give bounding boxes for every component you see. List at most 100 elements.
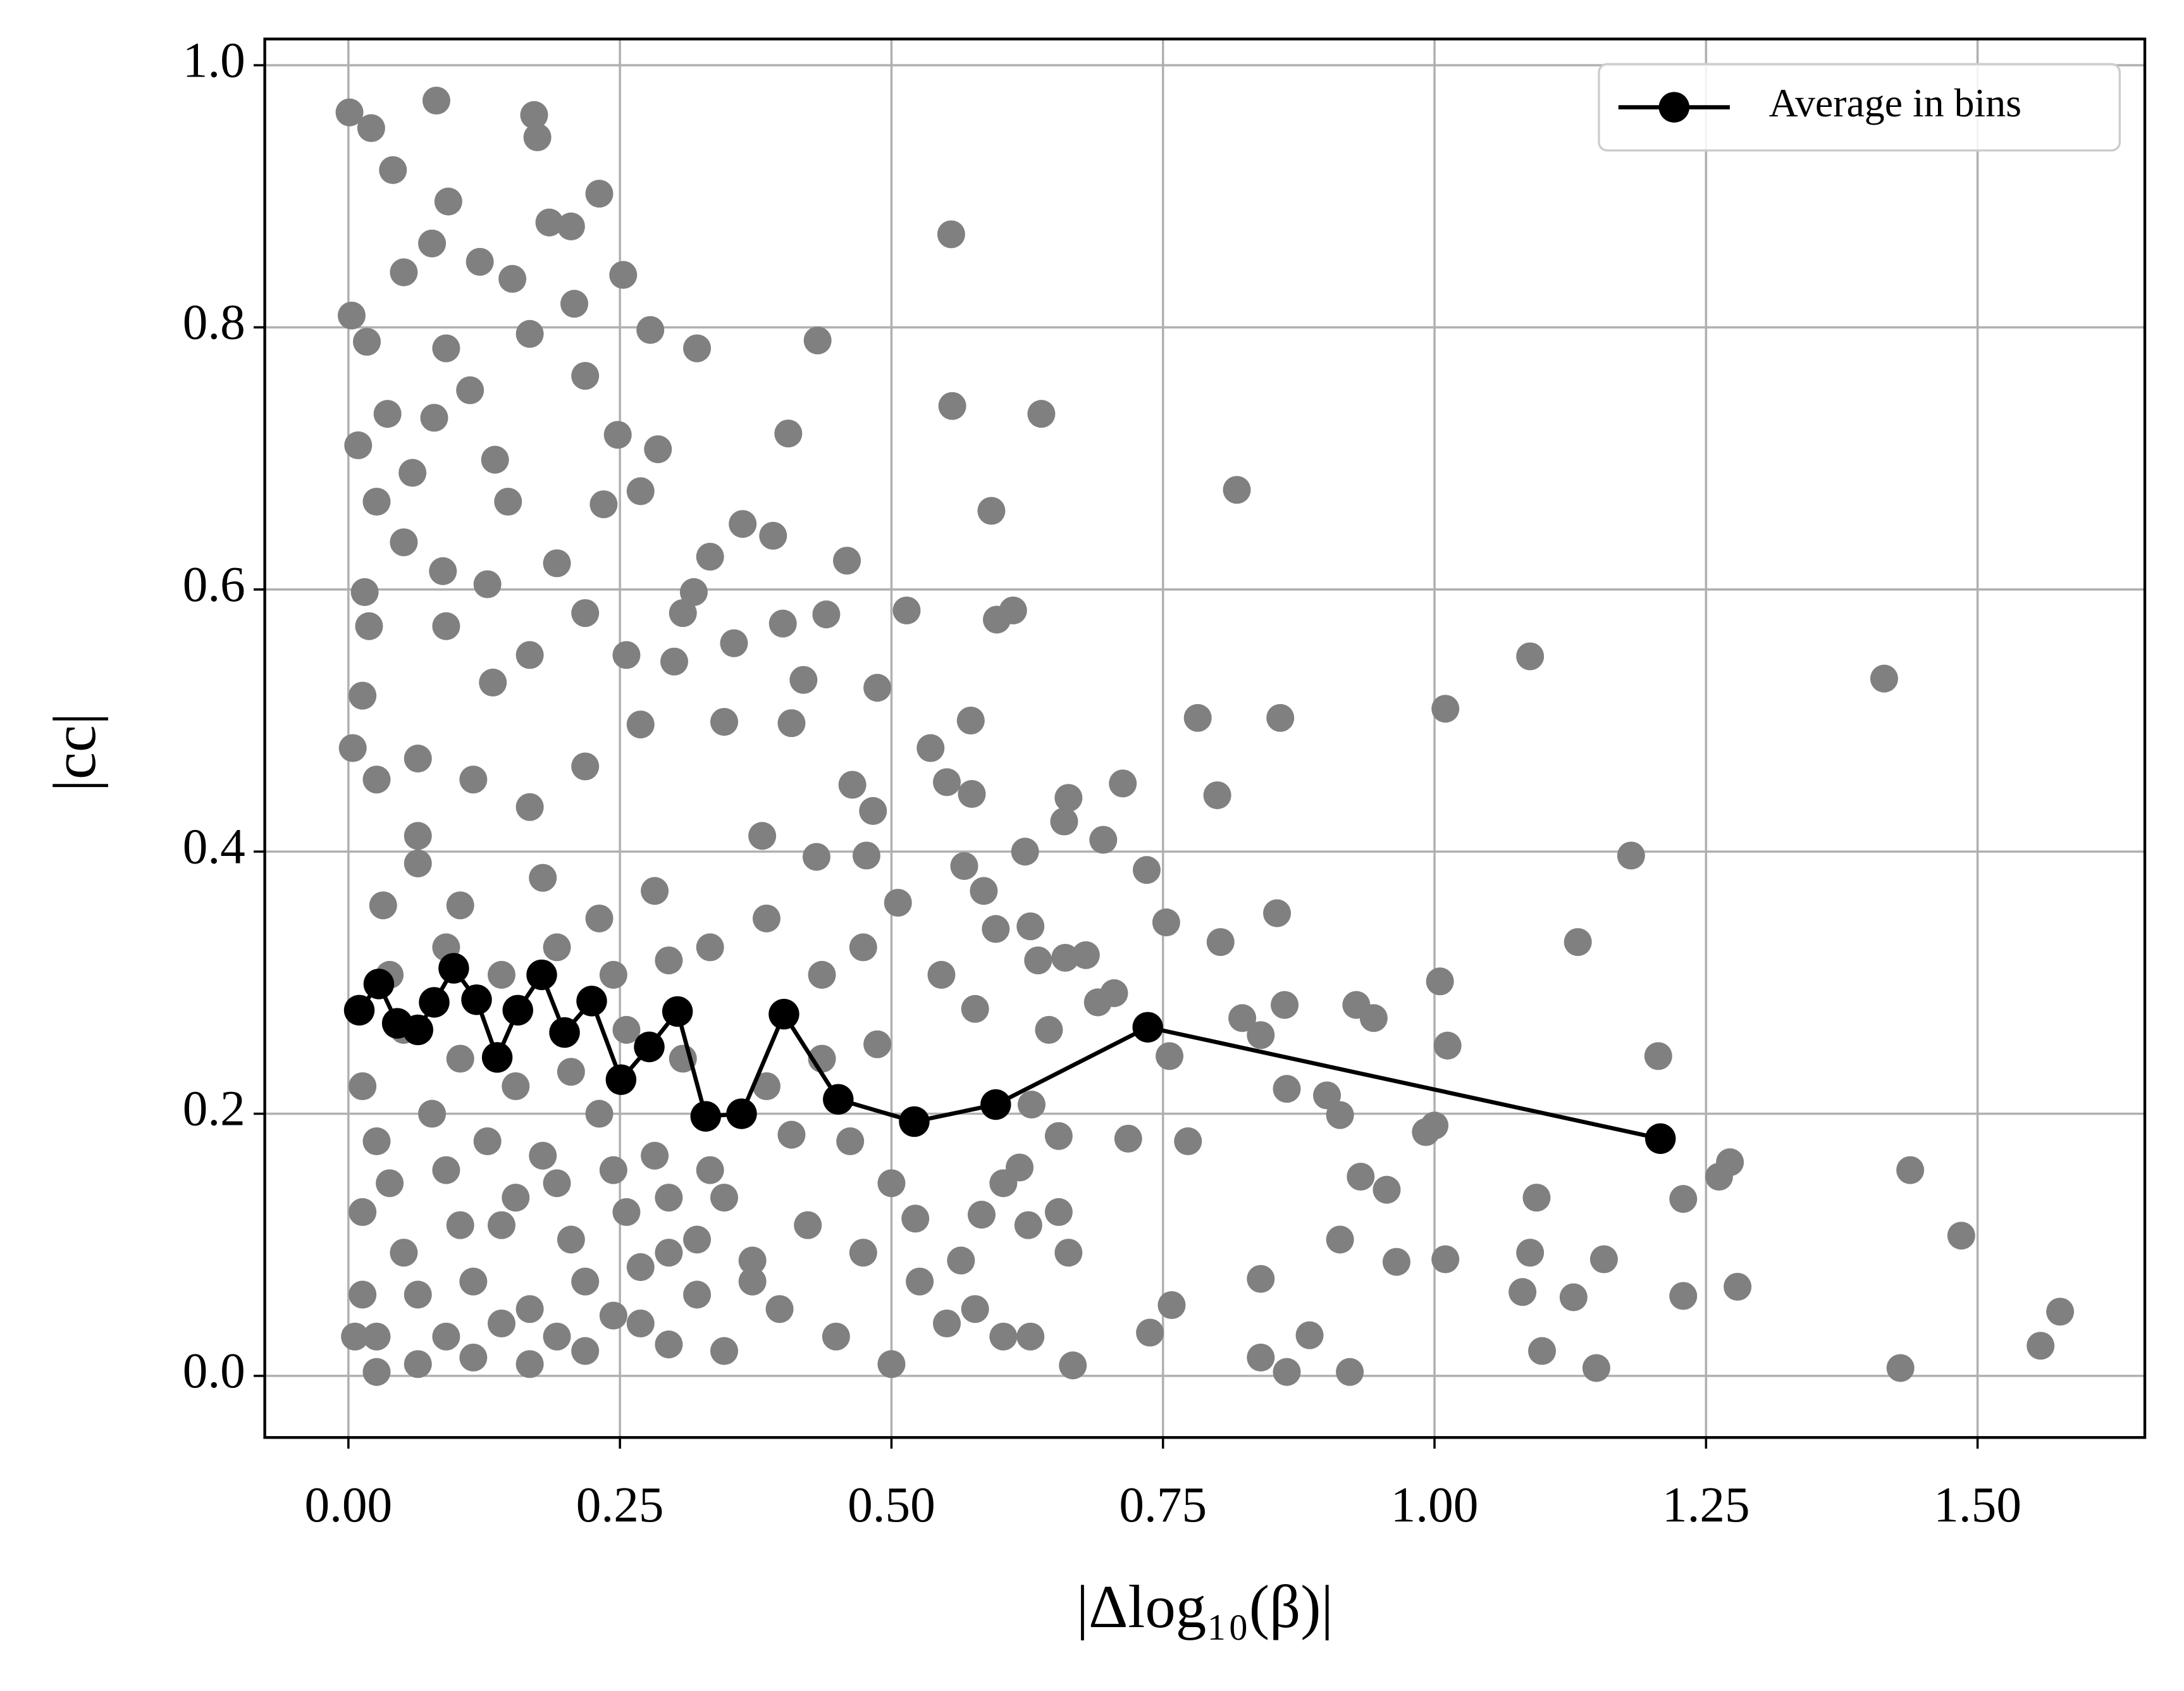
scatter-point xyxy=(655,1184,683,1212)
x-tick-label: 1.00 xyxy=(1391,1477,1479,1533)
scatter-point xyxy=(1705,1162,1733,1191)
y-tick-label: 0.0 xyxy=(183,1343,245,1399)
scatter-point xyxy=(655,946,683,975)
scatter-point xyxy=(1516,642,1545,671)
scatter-point xyxy=(529,1141,557,1170)
scatter-point xyxy=(863,674,892,702)
scatter-point xyxy=(655,1330,683,1359)
scatter-point xyxy=(833,547,861,575)
scatter-point xyxy=(502,1184,530,1212)
scatter-point xyxy=(571,1337,600,1365)
scatter-point xyxy=(429,557,457,585)
scatter-point xyxy=(669,599,697,628)
scatter-point xyxy=(1035,1015,1063,1044)
scatter-point xyxy=(487,1211,515,1239)
scatter-point xyxy=(571,599,600,628)
scatter-point xyxy=(863,1030,892,1058)
scatter-point xyxy=(355,612,383,640)
scatter-point xyxy=(1273,1358,1301,1386)
scatter-point xyxy=(641,1141,669,1170)
scatter-point xyxy=(679,578,708,606)
average-marker xyxy=(526,959,557,991)
scatter-point xyxy=(1644,1042,1672,1070)
average-marker xyxy=(980,1089,1011,1120)
average-marker xyxy=(605,1064,637,1095)
scatter-point xyxy=(535,208,564,237)
scatter-point xyxy=(641,877,669,905)
scatter-point xyxy=(1724,1272,1752,1301)
scatter-point xyxy=(1373,1175,1401,1204)
scatter-point xyxy=(696,1156,724,1184)
scatter-point xyxy=(777,1120,806,1149)
scatter-point xyxy=(341,1322,369,1351)
scatter-point xyxy=(655,1239,683,1267)
scatter-point xyxy=(989,1322,1018,1351)
scatter-point xyxy=(1014,1211,1042,1239)
scatter-point xyxy=(683,1225,712,1254)
scatter-point xyxy=(822,1322,850,1351)
ticks: 0.00 0.25 0.50 0.75 1.00 1.25 1.50 0.0 0.2 0.4 0.6… xyxy=(183,32,2021,1533)
average-marker xyxy=(1132,1012,1163,1043)
scatter-point xyxy=(459,765,488,794)
scatter-point xyxy=(612,641,641,669)
scatter-point xyxy=(473,1127,502,1156)
scatter-point xyxy=(1017,1091,1046,1119)
scatter-point xyxy=(349,1280,377,1309)
scatter-point xyxy=(1522,1184,1551,1212)
scatter-point xyxy=(585,180,614,208)
average-marker xyxy=(419,987,450,1018)
scatter-point xyxy=(967,1201,996,1229)
scatter-point xyxy=(557,1225,585,1254)
scatter-point xyxy=(1027,400,1056,428)
average-marker xyxy=(768,998,799,1030)
scatter-point xyxy=(1886,1354,1915,1382)
scatter-point xyxy=(487,960,515,989)
scatter-point xyxy=(961,994,989,1023)
scatter-point xyxy=(1528,1337,1557,1365)
scatter-point xyxy=(947,1246,975,1275)
scatter-point xyxy=(956,706,985,735)
scatter-point xyxy=(859,796,887,825)
y-axis-label: |cc| xyxy=(40,713,108,792)
scatter-point xyxy=(529,864,557,892)
average-marker xyxy=(823,1084,854,1115)
scatter-point xyxy=(418,1099,447,1128)
scatter-point xyxy=(589,490,618,519)
scatter-point xyxy=(892,596,921,624)
scatter-point xyxy=(369,891,397,920)
scatter-point xyxy=(752,904,780,932)
scatter-point xyxy=(696,542,724,571)
scatter-point xyxy=(644,435,672,464)
scatter-point xyxy=(432,1156,460,1184)
plot-frame xyxy=(263,37,2147,1439)
scatter-point xyxy=(636,316,665,344)
scatter-point xyxy=(404,849,432,877)
scatter-point xyxy=(1508,1278,1537,1306)
scatter-point xyxy=(1870,664,1898,693)
average-marker xyxy=(343,994,375,1026)
scatter-point xyxy=(1313,1081,1342,1110)
scatter-point xyxy=(1156,1042,1184,1070)
scatter-point xyxy=(1203,781,1231,810)
scatter-point xyxy=(362,1322,391,1351)
scatter-point xyxy=(1183,703,1212,732)
scatter-point xyxy=(683,334,712,362)
y-tick-label: 0.6 xyxy=(183,557,245,612)
scatter-point xyxy=(362,1358,391,1386)
scatter-point xyxy=(1263,899,1292,927)
scatter-point xyxy=(777,709,806,738)
scatter-point xyxy=(1431,1245,1460,1273)
scatter-point xyxy=(390,258,418,287)
scatter-point xyxy=(1564,928,1592,957)
scatter-point xyxy=(1516,1239,1545,1267)
scatter-point xyxy=(515,641,544,669)
scatter-point xyxy=(927,960,956,989)
scatter-point xyxy=(498,264,527,293)
scatter-point xyxy=(1347,1162,1375,1191)
scatter-point xyxy=(543,1322,571,1351)
scatter-point xyxy=(877,1169,906,1198)
scatter-point xyxy=(1669,1185,1698,1213)
scatter-point xyxy=(335,98,364,127)
average-marker xyxy=(1644,1123,1676,1155)
scatter-point xyxy=(585,904,614,932)
